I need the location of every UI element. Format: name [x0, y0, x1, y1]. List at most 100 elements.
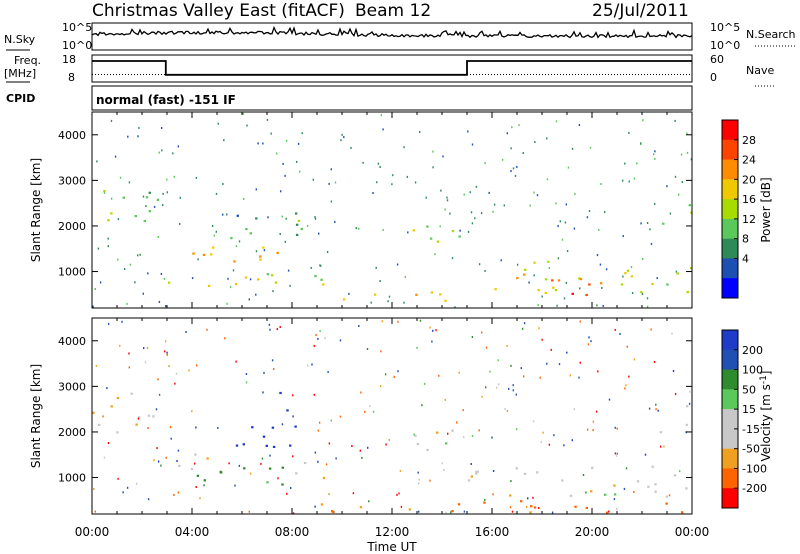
- heatmap-cell: [377, 162, 380, 165]
- heatmap-cell: [592, 429, 594, 432]
- heatmap-cell: [326, 251, 329, 253]
- heatmap-cell: [481, 395, 483, 398]
- heatmap-cell: [117, 477, 119, 480]
- heatmap-cell: [340, 139, 342, 142]
- heatmap-cell: [330, 168, 332, 171]
- heatmap-cell: [516, 277, 519, 280]
- heatmap-cell: [223, 139, 225, 142]
- heatmap-cell: [662, 222, 665, 225]
- heatmap-cell: [654, 150, 656, 153]
- heatmap-cell: [166, 178, 168, 181]
- heatmap-cell: [414, 181, 417, 184]
- heatmap-cell: [484, 269, 486, 272]
- heatmap-cell: [640, 142, 642, 145]
- heatmap-cell: [657, 409, 659, 412]
- heatmap-cell: [672, 370, 675, 372]
- heatmap-cell: [297, 142, 300, 145]
- heatmap-cell: [268, 467, 272, 470]
- heatmap-cell: [605, 268, 608, 271]
- heatmap-cell: [655, 403, 657, 406]
- power-heatmap: [92, 112, 692, 308]
- heatmap-cell: [653, 153, 655, 156]
- heatmap-cell: [138, 416, 141, 419]
- heatmap-cell: [467, 230, 470, 233]
- heatmap-cell: [232, 269, 235, 272]
- heatmap-cell: [219, 471, 223, 474]
- heatmap-cell: [179, 196, 181, 199]
- heatmap-cell: [503, 204, 505, 207]
- heatmap-cell: [447, 432, 449, 435]
- heatmap-cell: [328, 493, 330, 495]
- heatmap-cell: [271, 359, 274, 362]
- heatmap-cell: [107, 442, 110, 444]
- heatmap-cell: [260, 462, 262, 465]
- heatmap-cell: [613, 493, 617, 496]
- heatmap-cell: [489, 370, 491, 373]
- heatmap-cell: [451, 230, 455, 233]
- heatmap-cell: [322, 283, 325, 286]
- heatmap-cell: [530, 505, 533, 508]
- heatmap-cell: [330, 200, 333, 203]
- heatmap-cell: [680, 153, 683, 156]
- heatmap-cell: [540, 441, 542, 444]
- heatmap-cell: [188, 369, 190, 372]
- heatmap-cell: [501, 158, 504, 161]
- heatmap-cell: [537, 289, 540, 292]
- heatmap-cell: [475, 470, 478, 473]
- y-tick-label: 1000: [58, 472, 86, 485]
- heatmap-cell: [137, 254, 139, 257]
- heatmap-cell: [272, 290, 274, 293]
- heatmap-cell: [663, 445, 665, 448]
- colorbar-segment: [722, 369, 738, 390]
- heatmap-cell: [170, 437, 172, 440]
- heatmap-cell: [348, 292, 350, 295]
- heatmap-cell: [582, 474, 585, 476]
- heatmap-cell: [498, 383, 500, 386]
- heatmap-cell: [235, 360, 237, 363]
- heatmap-cell: [519, 500, 523, 503]
- heatmap-cell: [478, 429, 480, 432]
- heatmap-cell: [515, 393, 517, 396]
- heatmap-cell: [532, 496, 534, 499]
- heatmap-cell: [121, 320, 123, 323]
- heatmap-cell: [430, 291, 434, 294]
- power-y-axis: 4000 3000 2000 1000: [58, 129, 692, 279]
- heatmap-cell: [269, 328, 271, 331]
- heatmap-cell: [358, 325, 360, 327]
- y-tick-label: 3000: [58, 380, 86, 393]
- heatmap-cell: [314, 451, 316, 454]
- heatmap-cell: [342, 298, 346, 301]
- heatmap-cell: [284, 240, 286, 243]
- heatmap-cell: [280, 190, 282, 193]
- heatmap-cell: [222, 183, 224, 185]
- heatmap-cell: [96, 160, 98, 163]
- nsky-trace: [91, 25, 693, 39]
- heatmap-cell: [523, 273, 526, 276]
- heatmap-cell: [547, 260, 550, 263]
- heatmap-cell: [590, 490, 593, 493]
- heatmap-cell: [196, 364, 198, 367]
- heatmap-cell: [451, 510, 454, 513]
- heatmap-cell: [636, 162, 638, 165]
- heatmap-cell: [359, 506, 363, 509]
- heatmap-cell: [596, 304, 598, 307]
- heatmap-cell: [653, 361, 656, 363]
- heatmap-cell: [646, 305, 649, 308]
- colorbar-tick-label: 8: [742, 233, 749, 246]
- heatmap-cell: [533, 274, 535, 277]
- heatmap-cell: [551, 511, 554, 514]
- heatmap-cell: [586, 428, 589, 431]
- heatmap-cell: [403, 146, 405, 149]
- heatmap-cell: [255, 250, 258, 253]
- heatmap-cell: [127, 135, 129, 138]
- heatmap-cell: [546, 178, 549, 181]
- heatmap-cell: [559, 220, 561, 223]
- heatmap-cell: [628, 375, 630, 378]
- cpid-text: normal (fast) -151 IF: [96, 93, 236, 107]
- heatmap-cell: [246, 124, 248, 127]
- heatmap-cell: [196, 474, 200, 477]
- heatmap-cell: [651, 282, 654, 286]
- heatmap-cell: [227, 277, 229, 280]
- heatmap-cell: [636, 480, 640, 483]
- heatmap-cell: [650, 328, 652, 331]
